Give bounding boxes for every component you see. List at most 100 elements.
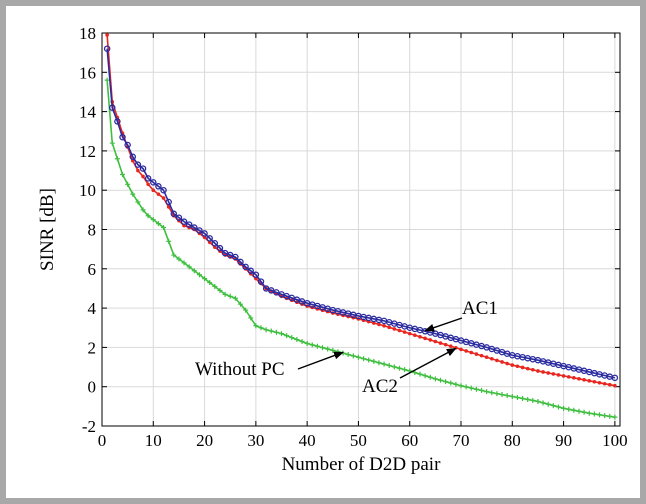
ac1-marker	[216, 244, 224, 252]
ac2-marker	[474, 352, 479, 356]
x-tick-label: 20	[196, 431, 213, 450]
y-tick-label: 10	[79, 181, 96, 200]
ac2-marker	[105, 33, 109, 37]
without-pc-marker	[284, 333, 290, 339]
without-pc-marker	[181, 260, 187, 266]
without-pc-marker	[432, 376, 438, 382]
y-tick-label: 18	[79, 24, 96, 43]
ac1-marker	[201, 230, 208, 237]
without-pc-marker	[325, 346, 331, 352]
ac2-marker	[602, 381, 607, 386]
ac2-marker	[151, 188, 156, 192]
x-tick-label: 70	[453, 431, 470, 450]
without-pc-marker	[109, 140, 115, 146]
without-pc-marker	[555, 404, 561, 410]
without-pc-marker	[202, 276, 208, 282]
annotation-label-ac1: AC1	[462, 298, 498, 319]
without-pc-marker	[125, 181, 131, 187]
without-pc-marker	[468, 385, 474, 391]
x-tick-label: 50	[350, 431, 367, 450]
without-pc-marker	[217, 287, 223, 293]
grid-lines	[101, 32, 620, 427]
without-pc-marker	[535, 398, 541, 404]
ac2-marker	[136, 168, 140, 173]
y-tick-label: 0	[88, 378, 97, 397]
series-ac2	[105, 33, 617, 388]
without-pc-marker	[514, 395, 520, 401]
without-pc-marker	[591, 411, 597, 417]
without-pc-marker	[396, 365, 402, 371]
ac1-marker	[242, 263, 249, 271]
ac2-marker	[500, 360, 504, 364]
annotation-arrow-ac1	[424, 317, 463, 332]
ac2-marker	[505, 361, 509, 366]
without-pc-marker	[155, 221, 161, 227]
series-ac1	[103, 45, 619, 382]
without-pc-marker	[417, 371, 423, 377]
without-pc-marker	[463, 384, 469, 390]
without-pc-marker	[191, 268, 197, 274]
without-pc-marker	[350, 353, 356, 359]
ac2-marker	[443, 342, 448, 347]
y-tick-label: 16	[79, 63, 96, 82]
ac1-marker	[129, 153, 137, 161]
without-pc-marker	[120, 171, 126, 177]
without-pc-marker	[232, 295, 238, 301]
series-layer	[103, 33, 619, 420]
ac1-marker	[165, 198, 172, 206]
x-tick-label: 30	[247, 431, 264, 450]
ac2-marker	[479, 353, 484, 358]
without-pc-marker	[607, 413, 613, 419]
ac2-marker	[495, 358, 499, 363]
without-pc-marker	[612, 414, 618, 420]
ac2-marker	[413, 333, 417, 338]
without-pc-marker	[330, 347, 336, 353]
ac2-marker	[156, 192, 161, 196]
series-without-pc	[104, 77, 618, 420]
without-pc-marker	[176, 256, 182, 262]
without-pc-marker	[448, 380, 454, 386]
ac2-marker	[515, 364, 520, 369]
x-tick-label: 90	[555, 431, 572, 450]
without-pc-marker	[586, 410, 592, 416]
ac2-marker	[372, 321, 376, 325]
ac2-marker	[464, 349, 468, 353]
ac2-marker	[141, 174, 145, 179]
ac1-marker	[124, 141, 131, 149]
ac2-marker	[418, 334, 422, 339]
annotation-label-ac2: AC2	[362, 376, 398, 397]
ac1-marker	[109, 104, 116, 111]
ac2-marker	[551, 372, 556, 376]
ac2-marker	[459, 347, 463, 352]
ac2-marker	[438, 341, 443, 345]
y-tick-label: 8	[88, 221, 97, 240]
without-pc-marker	[140, 207, 146, 213]
x-tick-label: 0	[98, 431, 107, 450]
without-pc-marker	[402, 367, 408, 373]
without-pc-marker	[227, 293, 233, 299]
without-pc-marker	[520, 395, 526, 401]
annotation-label-without-pc: Without PC	[195, 359, 285, 380]
y-tick-labels: -2 0 2 4 6 8 10 12 14 16 18	[79, 24, 97, 436]
without-pc-marker	[171, 252, 177, 258]
without-pc-marker	[145, 213, 151, 219]
ac2-marker	[469, 350, 474, 355]
without-pc-marker	[499, 392, 505, 398]
ac2-marker	[525, 366, 530, 371]
series-line-ac2	[106, 34, 616, 387]
ac2-marker	[377, 322, 381, 327]
without-pc-marker	[130, 191, 136, 197]
ac2-marker	[448, 344, 453, 349]
without-pc-marker	[314, 343, 320, 349]
without-pc-marker	[166, 238, 172, 244]
ac2-marker	[382, 323, 386, 328]
y-tick-label: 6	[88, 260, 97, 279]
ac2-marker	[146, 182, 150, 187]
without-pc-marker	[525, 396, 531, 402]
x-tick-label: 60	[401, 431, 418, 450]
y-tick-label: -2	[82, 417, 96, 436]
without-pc-marker	[504, 393, 510, 399]
without-pc-marker	[576, 408, 582, 414]
ac2-marker	[577, 377, 581, 381]
without-pc-marker	[273, 329, 279, 335]
